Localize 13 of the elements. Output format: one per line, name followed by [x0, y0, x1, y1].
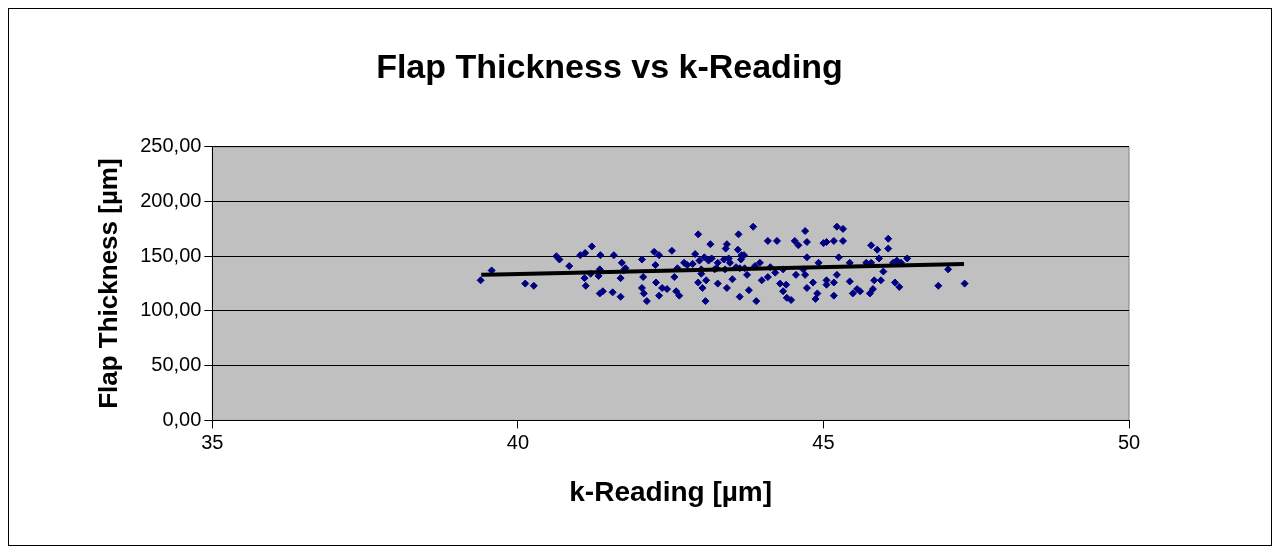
x-tick-label: 40 — [506, 430, 530, 453]
y-tick-label: 250,00 — [140, 134, 202, 157]
y-tick-label: 150,00 — [140, 243, 202, 266]
y-tick-label: 50,00 — [151, 353, 202, 376]
x-tick-label: 35 — [201, 430, 224, 453]
y-tick-label: 100,00 — [140, 298, 202, 321]
y-tick-label: 200,00 — [140, 189, 202, 212]
y-axis-title: Flap Thickness [µm] — [92, 158, 123, 409]
x-axis-title: k-Reading [µm] — [569, 475, 773, 507]
chart-title: Flap Thickness vs k-Reading — [376, 46, 843, 85]
x-tick-label: 45 — [812, 430, 835, 453]
x-tick-label: 50 — [1117, 430, 1141, 453]
y-tick-label: 0,00 — [162, 407, 202, 430]
